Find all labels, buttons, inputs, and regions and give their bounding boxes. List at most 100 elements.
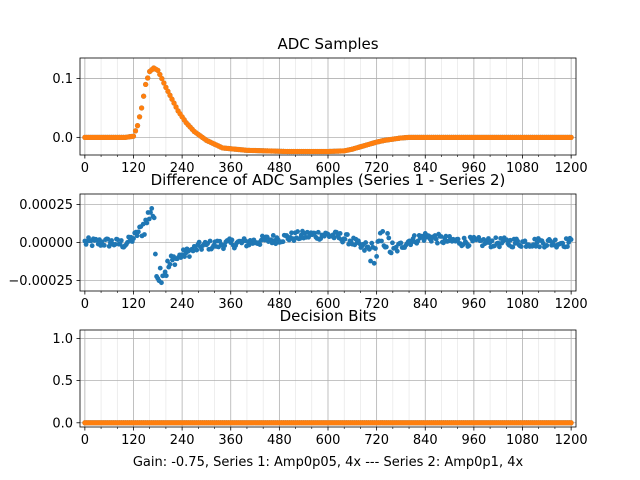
difference-x-tick-label: 1080 — [506, 297, 539, 312]
difference-data-point — [270, 233, 276, 238]
difference-data-point — [515, 238, 521, 244]
decision-bits-y-tick-label: 1.0 — [52, 332, 73, 347]
adc-samples-x-tick-label: 960 — [461, 161, 486, 176]
difference-data-point — [504, 237, 510, 243]
adc-samples-data-point — [159, 75, 165, 82]
difference-data-point — [207, 238, 213, 244]
difference-data-point — [435, 240, 440, 246]
difference-x-tick-label: 360 — [218, 297, 243, 312]
adc-samples-data-point — [169, 96, 175, 102]
difference-data-point — [537, 244, 542, 250]
difference-x-tick-label: 600 — [316, 297, 341, 312]
adc-samples-x-tick-label: 120 — [121, 161, 146, 176]
difference-data-point — [134, 233, 140, 239]
difference-data-point — [109, 238, 115, 243]
adc-samples-title: ADC Samples — [277, 35, 378, 53]
adc-samples-data-point — [161, 80, 167, 86]
difference-data-point — [443, 233, 449, 239]
adc-samples-y-tick-label: 0.1 — [52, 72, 73, 87]
difference-data-point — [374, 254, 380, 259]
adc-samples-data-points — [82, 65, 574, 155]
adc-samples-x-tick-label: 0 — [81, 161, 89, 176]
difference-data-point — [172, 262, 178, 268]
difference-data-point — [522, 238, 528, 244]
difference-data-point — [222, 243, 228, 249]
difference-data-point — [368, 258, 373, 264]
difference-data-point — [196, 239, 202, 245]
difference-data-point — [229, 237, 235, 243]
adc-samples-data-point — [155, 67, 161, 73]
difference-data-point — [131, 236, 136, 241]
difference-data-point — [489, 238, 495, 244]
decision-bits-x-tick-label: 240 — [170, 433, 195, 448]
decision-bits-x-tick-label: 120 — [121, 433, 146, 448]
adc-samples-data-point — [173, 104, 179, 110]
difference-data-point — [363, 240, 369, 245]
difference-data-point — [510, 244, 516, 250]
adc-samples-data-point — [134, 123, 141, 129]
decision-bits-title: Decision Bits — [280, 307, 377, 325]
difference-data-point — [345, 232, 350, 237]
difference-data-point — [486, 236, 491, 241]
difference-data-point — [411, 233, 417, 238]
difference-data-point — [563, 236, 569, 242]
difference-x-tick-label: 960 — [461, 297, 486, 312]
decision-bits-x-tick-label: 1200 — [555, 433, 588, 448]
adc-samples-data-point — [130, 133, 137, 139]
decision-bits-axes-frame — [79, 329, 577, 428]
difference-data-point — [390, 240, 395, 246]
difference-data-point — [507, 237, 513, 243]
adc-samples-x-tick-label: 480 — [267, 161, 292, 176]
adc-samples-y-tick-label: 0.0 — [52, 131, 73, 146]
adc-samples-data-point — [157, 71, 163, 78]
difference-data-point — [385, 231, 390, 236]
adc-samples-data-point — [136, 114, 143, 120]
difference-data-point — [533, 243, 539, 249]
difference-data-point — [495, 240, 501, 246]
difference-data-point — [273, 241, 279, 247]
adc-samples-data-point — [568, 134, 574, 140]
difference-data-point — [152, 251, 158, 257]
difference-data-point — [493, 235, 499, 241]
decision-bits-y-tick-label: 0.5 — [52, 374, 73, 389]
difference-data-point — [534, 240, 540, 246]
difference-data-point — [386, 235, 392, 241]
difference-data-point — [369, 240, 375, 246]
decision-bits-x-tick-label: 960 — [461, 433, 486, 448]
difference-data-point — [149, 205, 155, 211]
difference-data-point — [466, 243, 472, 248]
difference-y-tick-label: 0.00000 — [19, 236, 73, 251]
difference-data-point — [568, 237, 574, 242]
difference-data-point — [165, 258, 170, 264]
adc-samples-data-point — [138, 105, 145, 111]
decision-bits-x-tick-label: 600 — [316, 433, 341, 448]
difference-x-tick-label: 0 — [81, 297, 89, 312]
difference-data-point — [151, 215, 157, 221]
adc-samples-x-tick-label: 1200 — [555, 161, 588, 176]
chart-panel-difference: 0 120 240 360 480 600 720 840 960 1080 1200 0.00025… — [8, 171, 587, 312]
adc-samples-x-tick-label: 1080 — [506, 161, 539, 176]
difference-data-point — [428, 238, 434, 244]
difference-data-points — [82, 205, 574, 286]
adc-samples-data-point — [143, 81, 149, 88]
difference-data-point — [315, 229, 321, 235]
decision-bits-y-tick-label: 0.0 — [52, 416, 73, 431]
difference-data-point — [438, 234, 444, 239]
difference-data-point — [342, 236, 348, 242]
difference-data-point — [280, 239, 286, 245]
adc-samples-series-2 — [82, 65, 574, 155]
difference-x-tick-label: 480 — [267, 297, 292, 312]
difference-data-point — [337, 231, 343, 236]
difference-x-tick-label: 840 — [413, 297, 438, 312]
difference-x-tick-label: 120 — [121, 297, 146, 312]
difference-data-point — [115, 237, 121, 243]
decision-bits-x-axis-label: Gain: -0.75, Series 1: Amp0p05, 4x --- S… — [133, 455, 524, 470]
difference-data-point — [157, 265, 163, 271]
adc-samples-data-point — [167, 92, 173, 98]
difference-data-point — [544, 243, 550, 248]
difference-data-point — [455, 236, 461, 242]
difference-data-point — [167, 261, 173, 267]
difference-data-point — [552, 237, 558, 243]
difference-data-point — [140, 221, 146, 227]
difference-data-point — [366, 246, 372, 252]
